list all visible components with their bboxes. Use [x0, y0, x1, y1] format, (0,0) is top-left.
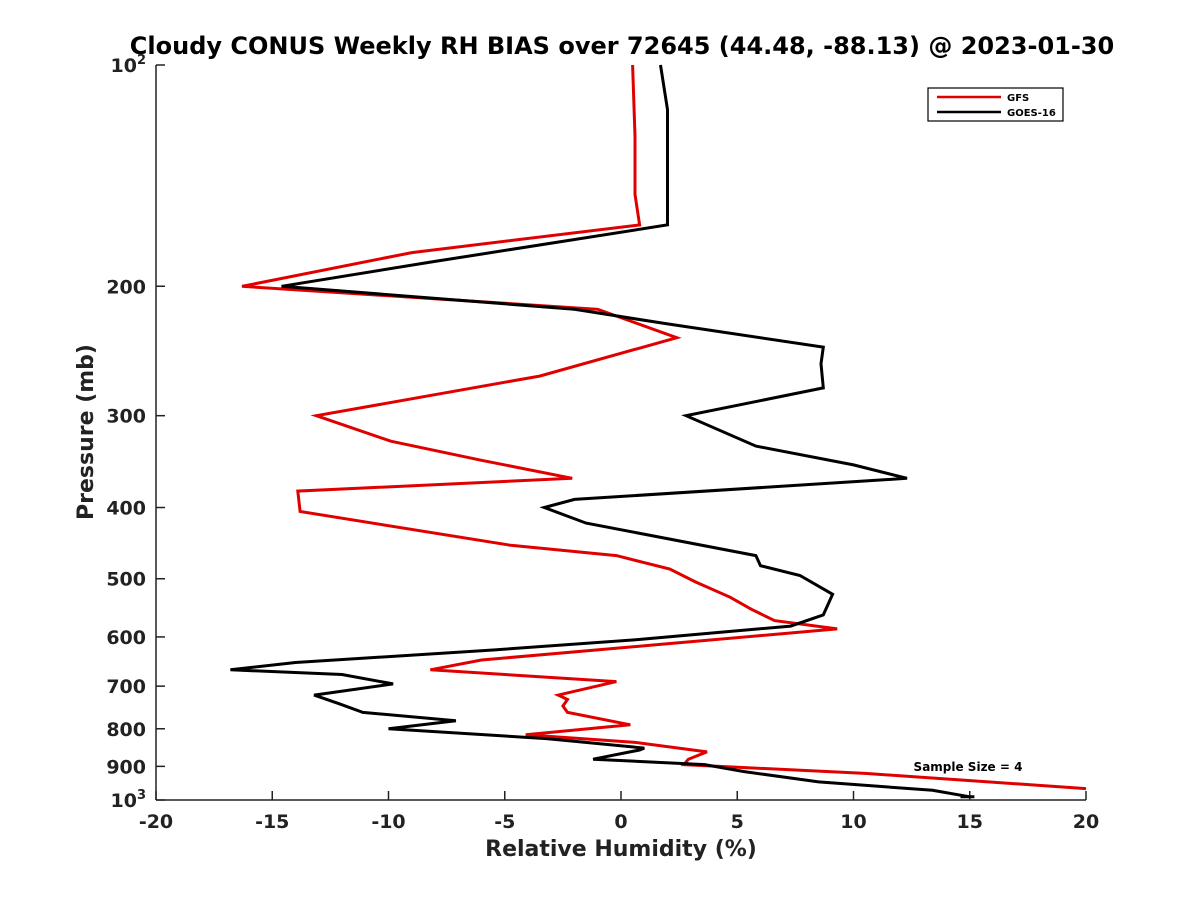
x-tick-label: -20 — [139, 811, 173, 833]
x-axis-label: Relative Humidity (%) — [485, 837, 757, 862]
y-tick-label: 500 — [106, 569, 146, 591]
y-tick-label: 103 — [111, 788, 147, 812]
plot-area: -20 -15 -10 -5 0 5 10 15 20 102 200 300 400 500 600 70… — [106, 53, 1099, 833]
x-tick-label: 0 — [614, 811, 627, 833]
x-ticks: -20 -15 -10 -5 0 5 10 15 20 — [139, 791, 1099, 833]
sample-size-annotation: Sample Size = 4 — [914, 760, 1023, 774]
x-tick-label: -15 — [255, 811, 289, 833]
y-tick-label: 600 — [106, 627, 146, 649]
chart-title: Cloudy CONUS Weekly RH BIAS over 72645 (… — [130, 32, 1114, 60]
y-tick-label: 300 — [106, 406, 146, 428]
legend: GFS GOES-16 — [927, 87, 1064, 122]
series-layer — [230, 64, 1087, 799]
y-tick-label: 700 — [106, 676, 146, 698]
y-ticks: 102 200 300 400 500 600 700 800 900 103 — [106, 53, 165, 812]
series-line-gfs — [241, 64, 1087, 791]
x-tick-label: 5 — [731, 811, 744, 833]
y-tick-label: 400 — [106, 498, 146, 520]
y-tick-label: 200 — [106, 276, 146, 298]
series-line-goes-16 — [230, 64, 975, 799]
legend-box — [927, 87, 1064, 122]
x-tick-label: -10 — [371, 811, 405, 833]
x-tick-label: 10 — [840, 811, 866, 833]
x-tick-label: 15 — [957, 811, 983, 833]
y-tick-label: 800 — [106, 719, 146, 741]
y-tick-label: 102 — [111, 53, 147, 77]
y-axis-label: Pressure (mb) — [74, 344, 99, 520]
y-tick-label: 900 — [106, 756, 146, 778]
legend-label-gfs: GFS — [1007, 93, 1029, 104]
x-tick-label: -5 — [494, 811, 515, 833]
legend-label-goes-16: GOES-16 — [1007, 108, 1056, 119]
x-tick-label: 20 — [1073, 811, 1099, 833]
